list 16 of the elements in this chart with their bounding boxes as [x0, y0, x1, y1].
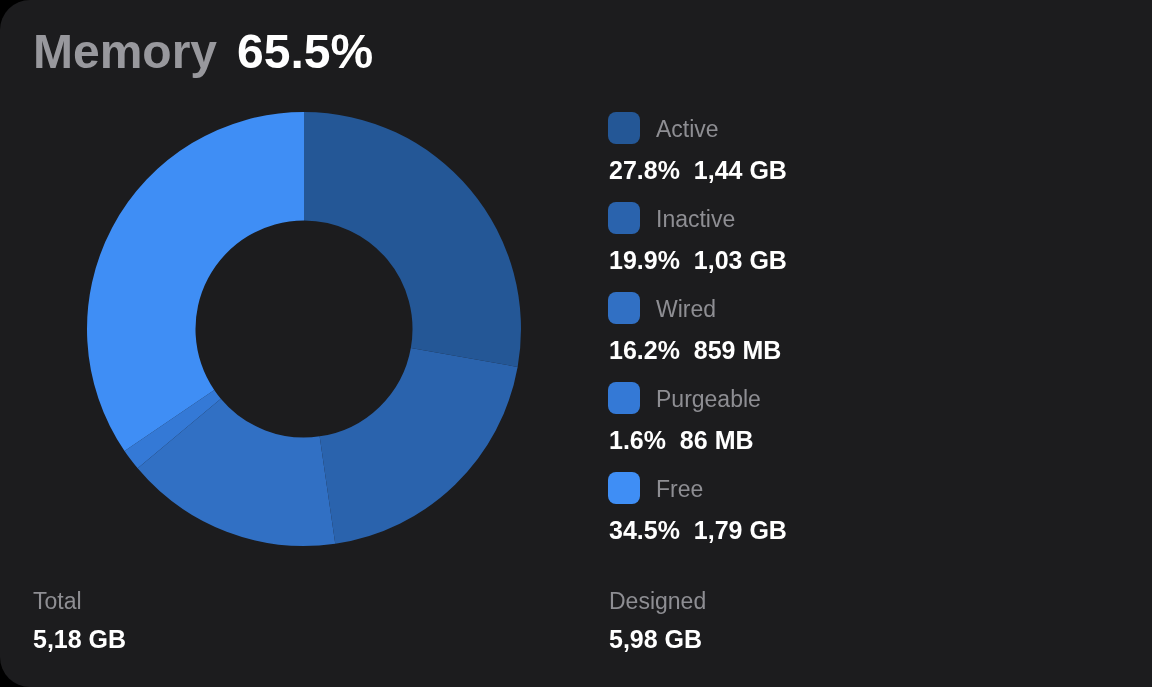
legend-label: Inactive: [656, 206, 736, 232]
legend-label: Free: [656, 476, 704, 502]
text: 5,98 GB: [609, 625, 703, 653]
text: Total: [33, 588, 82, 614]
data-label: 34.5% 1,79 GB: [609, 516, 787, 544]
legend-label: Purgeable: [656, 386, 761, 412]
data-label: 27.8% 1,44 GB: [609, 156, 787, 184]
data-label: 16.2% 859 MB: [609, 336, 782, 364]
legend-label: Active: [656, 116, 719, 142]
data-label: 19.9% 1,03 GB: [609, 246, 787, 274]
data-label: 1.6% 86 MB: [609, 426, 754, 454]
chart-subtitle: 65.5%: [237, 25, 374, 78]
chart-title: Memory: [33, 25, 218, 78]
text: Designed: [609, 588, 707, 614]
text: 5,18 GB: [33, 625, 127, 653]
legend-label: Wired: [656, 296, 717, 322]
